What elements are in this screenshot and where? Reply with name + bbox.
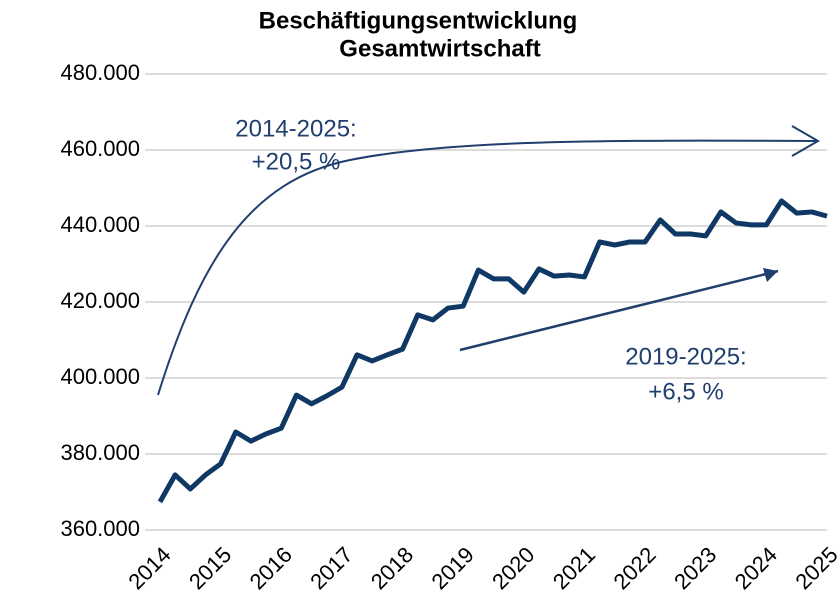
x-tick-label: 2015 [184,542,236,594]
annotation: 2014-2025: [235,115,356,142]
x-tick-label: 2020 [487,542,539,594]
chart-title: Gesamtwirtschaft [339,35,540,62]
x-tick-label: 2017 [305,542,357,594]
trend-arrow [157,139,819,396]
x-tick-label: 2014 [123,542,175,594]
annotation: +20,5 % [252,148,341,175]
y-tick-label: 440.000 [60,212,140,237]
annotation: +6,5 % [648,378,723,405]
x-tick-label: 2025 [790,542,837,594]
data-line [157,198,828,504]
x-tick-label: 2024 [730,542,782,594]
trend-arrow [459,269,779,352]
x-tick-label: 2023 [669,542,721,594]
y-tick-label: 380.000 [60,440,140,465]
x-tick-label: 2022 [608,542,660,594]
x-tick-label: 2018 [366,542,418,594]
y-tick-label: 360.000 [60,516,140,541]
y-tick-label: 460.000 [60,136,140,161]
y-tick-label: 400.000 [60,364,140,389]
y-tick-label: 420.000 [60,288,140,313]
annotation: 2019-2025: [625,343,746,370]
arrow-head [763,268,778,282]
y-tick-label: 480.000 [60,60,140,85]
arrow-head [791,125,821,157]
chart-title: Beschäftigungsentwicklung [259,7,578,34]
x-tick-label: 2019 [427,542,479,594]
x-tick-label: 2016 [245,542,297,594]
x-tick-label: 2021 [548,542,600,594]
